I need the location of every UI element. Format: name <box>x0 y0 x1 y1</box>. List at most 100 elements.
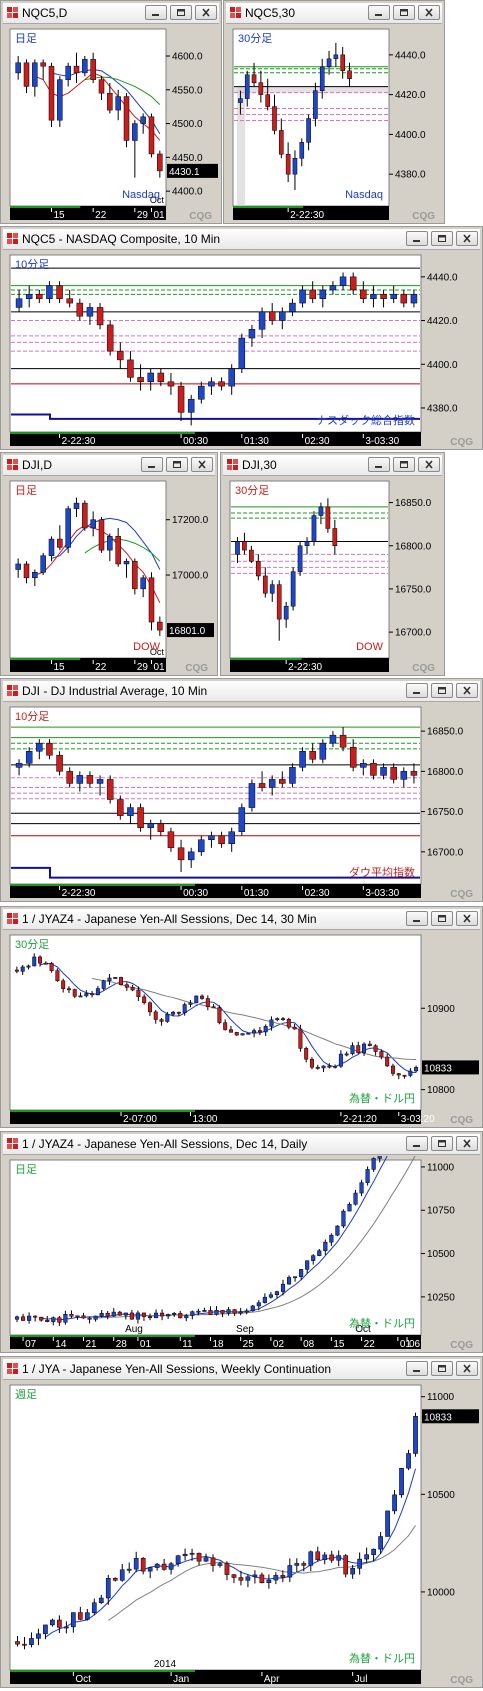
title-bar[interactable]: 1 / JYAZ4 - Japanese Yen-All Sessions, D… <box>3 909 480 930</box>
candle-body <box>157 823 165 832</box>
cqg-watermark: CQG <box>450 889 473 900</box>
close-button[interactable] <box>191 457 213 472</box>
x-axis-bar <box>230 658 389 672</box>
minimize-icon <box>413 240 420 242</box>
chart-dji-30min: 16850.0 16800.0 16750.0 16700.0 2-22:30 30分足 D… <box>224 477 443 674</box>
close-button[interactable] <box>456 231 478 246</box>
price-tag-box <box>422 1060 479 1075</box>
candle-body <box>90 519 96 529</box>
minimize-icon <box>413 920 420 922</box>
maximize-button[interactable] <box>431 911 453 926</box>
candle-body <box>326 58 332 68</box>
candle-body <box>153 1011 158 1020</box>
maximize-button[interactable] <box>393 5 415 20</box>
window-dji-10min[interactable]: DJI - DJ Industrial Average, 10 Min 1685… <box>0 678 483 902</box>
candle-body <box>166 1314 171 1317</box>
title-bar[interactable]: NQC5,D <box>3 3 219 24</box>
minimize-button[interactable] <box>141 457 163 472</box>
title-bar[interactable]: NQC5 - NASDAQ Composite, 10 Min <box>3 229 480 250</box>
minimize-button[interactable] <box>406 231 428 246</box>
window-nqc5-10min[interactable]: NQC5 - NASDAQ Composite, 10 Min 4440.0 44… <box>0 226 483 450</box>
minimize-button[interactable] <box>406 1361 428 1376</box>
session-bar <box>10 884 195 886</box>
minimize-button[interactable] <box>145 5 167 20</box>
candle-body <box>396 1073 401 1076</box>
title-bar[interactable]: DJI - DJ Industrial Average, 10 Min <box>3 681 480 702</box>
candle-body <box>245 1576 251 1581</box>
chart-dji-10min: 16850.0 16800.0 16750.0 16700.0 2-22:30 00:30… <box>4 703 481 900</box>
candle-body <box>350 1045 355 1055</box>
moving-average-line <box>84 538 161 562</box>
price-tag-box <box>422 1409 479 1424</box>
title-bar[interactable]: NQC5,30 <box>226 3 442 24</box>
candle-body <box>119 1569 125 1581</box>
window-nqc5-daily[interactable]: NQC5,D 4600.0 4550.0 4500.0 4450.0 4400.0 15 2… <box>0 0 222 224</box>
candle-body <box>414 1067 419 1072</box>
minimize-button[interactable] <box>406 683 428 698</box>
maximize-icon <box>400 9 408 16</box>
candle-body <box>50 1619 55 1626</box>
x-tick-label: 2-07:00 <box>123 1114 157 1125</box>
candle-body <box>84 1612 90 1620</box>
window-jyaz4-30min[interactable]: 1 / JYAZ4 - Japanese Yen-All Sessions, D… <box>0 906 483 1128</box>
close-button[interactable] <box>456 1361 478 1376</box>
candle-body <box>56 285 63 299</box>
maximize-button[interactable] <box>431 683 453 698</box>
window-nqc5-30min[interactable]: NQC5,30 4440.0 4420.0 4400.0 4380.0 2-22:30 3… <box>223 0 445 224</box>
close-button[interactable] <box>456 911 478 926</box>
title-bar[interactable]: DJI,D <box>3 455 215 476</box>
minimize-icon <box>152 14 159 16</box>
candle-body <box>188 1002 193 1005</box>
cqg-watermark: CQG <box>185 663 208 674</box>
candle-body <box>283 605 289 620</box>
minimize-button[interactable] <box>406 911 428 926</box>
candle-body <box>325 506 331 529</box>
close-button[interactable] <box>418 5 440 20</box>
minimize-button[interactable] <box>368 5 390 20</box>
candle-body <box>124 984 129 988</box>
maximize-icon <box>438 1365 446 1372</box>
close-button[interactable] <box>195 5 217 20</box>
minimize-button[interactable] <box>406 1136 428 1151</box>
candle-body <box>82 59 88 74</box>
maximize-button[interactable] <box>431 231 453 246</box>
close-button[interactable] <box>418 457 440 472</box>
candle-body <box>332 528 338 547</box>
candle-body <box>390 1065 395 1074</box>
candle-body <box>147 372 154 382</box>
maximize-button[interactable] <box>170 5 192 20</box>
maximize-button[interactable] <box>431 1361 453 1376</box>
close-button[interactable] <box>456 683 478 698</box>
x-tick-label: 01 <box>400 1339 412 1350</box>
window-jyaz4-daily[interactable]: 1 / JYAZ4 - Japanese Yen-All Sessions, D… <box>0 1131 483 1353</box>
close-button[interactable] <box>456 1136 478 1151</box>
candle-body <box>265 94 270 107</box>
candle-body <box>343 1555 349 1575</box>
candle-body <box>234 1032 239 1036</box>
candle-body <box>87 1317 92 1320</box>
minimize-button[interactable] <box>368 457 390 472</box>
close-icon <box>463 914 471 923</box>
window-dji-daily[interactable]: DJI,D 17200.0 17000.0 15 22 29 01 Oct 日足 DOW 1680… <box>0 452 218 676</box>
title-bar[interactable]: 1 / JYA - Japanese Yen-All Sessions, Wee… <box>3 1359 480 1380</box>
candle-body <box>167 381 175 387</box>
candle-body <box>306 118 311 143</box>
candle-body <box>127 807 134 816</box>
x-tick-label: 15 <box>333 1339 345 1350</box>
title-bar[interactable]: DJI,30 <box>223 455 442 476</box>
candle-body <box>329 1554 335 1561</box>
x-tick-label: 13:00 <box>192 1114 217 1125</box>
window-dji-30min[interactable]: DJI,30 16850.0 16800.0 16750.0 16700.0 2-22:… <box>220 452 445 676</box>
title-bar[interactable]: 1 / JYAZ4 - Japanese Yen-All Sessions, D… <box>3 1134 480 1155</box>
candle-body <box>66 298 73 304</box>
maximize-button[interactable] <box>166 457 188 472</box>
candle-body <box>313 90 318 119</box>
x-tick-label: 00:30 <box>183 436 208 447</box>
maximize-button[interactable] <box>393 457 415 472</box>
candle-body <box>244 74 250 99</box>
candle-body <box>157 621 163 631</box>
window-jya-weekly[interactable]: 1 / JYA - Japanese Yen-All Sessions, Wee… <box>0 1356 483 1688</box>
candle-body <box>367 1043 372 1046</box>
maximize-button[interactable] <box>431 1136 453 1151</box>
candle-body <box>211 1006 216 1009</box>
